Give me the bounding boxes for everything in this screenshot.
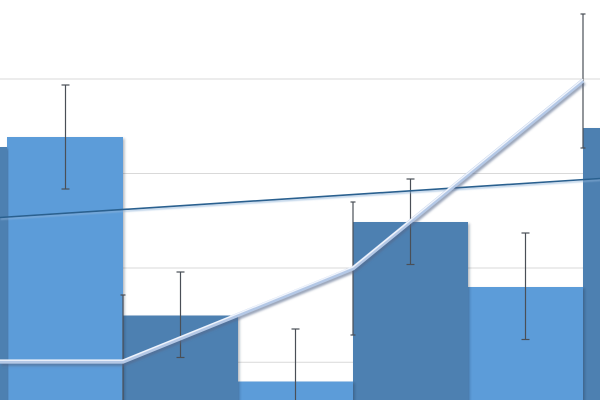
error-bar bbox=[291, 328, 300, 400]
error-bar bbox=[176, 271, 185, 359]
line-series[interactable] bbox=[0, 78, 585, 364]
bar-series-dark[interactable] bbox=[583, 128, 600, 400]
error-bar bbox=[120, 294, 126, 400]
error-bar bbox=[61, 84, 70, 190]
bar-series-dark[interactable] bbox=[0, 147, 7, 400]
trendline[interactable] bbox=[0, 177, 600, 219]
line-series-highlight bbox=[0, 78, 584, 361]
error-bar bbox=[521, 232, 530, 341]
